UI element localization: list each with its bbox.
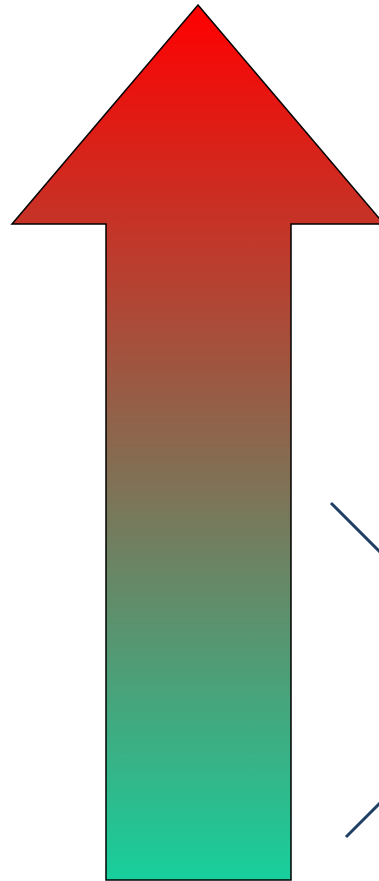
connector-line-upper [329,501,379,554]
connector-line-lower [344,801,379,839]
up-arrow-shape [10,3,379,881]
